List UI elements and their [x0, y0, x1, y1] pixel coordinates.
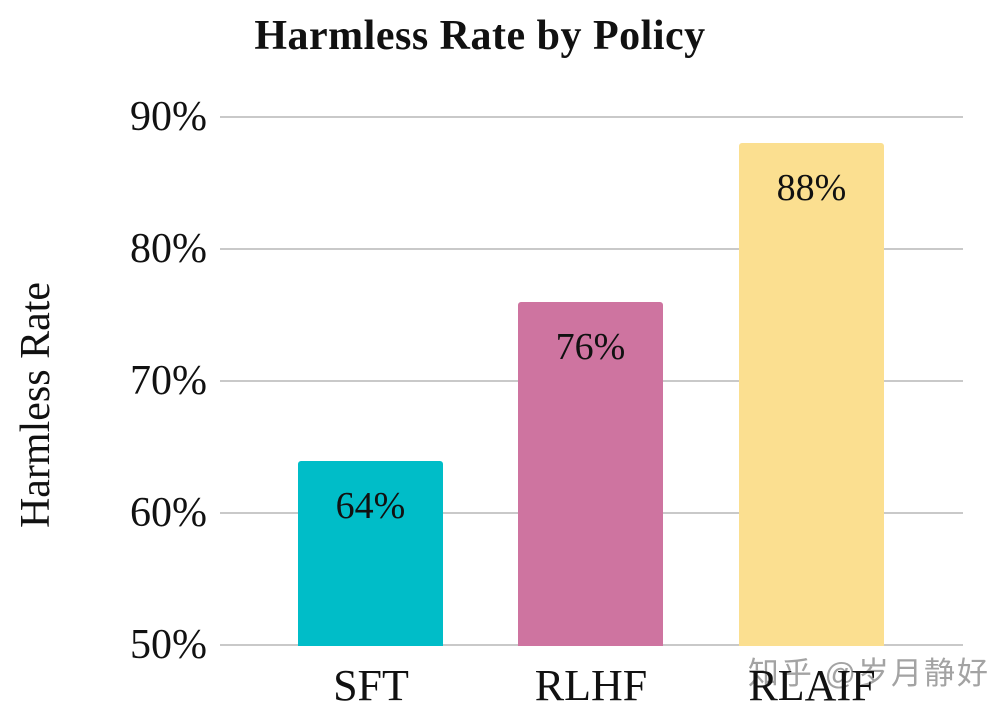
y-axis-label: Harmless Rate — [13, 281, 59, 529]
zhihu-watermark: 知乎 @岁月静好 — [747, 656, 990, 691]
bar-value-label-rlhf: 76% — [555, 326, 626, 369]
x-tick-label-sft: SFT — [333, 661, 409, 710]
bar-sft: 64% — [298, 460, 443, 646]
y-tick-label-90: 90% — [130, 94, 207, 140]
gridline-80 — [220, 248, 963, 250]
x-tick-label-rlaif: RLAIF — [748, 661, 876, 710]
y-tick-label-60: 60% — [130, 490, 207, 536]
y-tick-label-50: 50% — [130, 622, 207, 668]
gridline-90 — [220, 116, 963, 118]
bar-rlaif: 88% — [739, 143, 884, 646]
y-tick-label-70: 70% — [130, 358, 207, 404]
x-tick-label-rlhf: RLHF — [534, 661, 648, 710]
chart-title: Harmless Rate by Policy — [254, 13, 706, 59]
bar-value-label-sft: 64% — [335, 484, 406, 527]
bar-rlhf: 76% — [518, 302, 663, 646]
bar-value-label-rlaif: 88% — [776, 167, 847, 210]
y-tick-label-80: 80% — [130, 226, 207, 272]
